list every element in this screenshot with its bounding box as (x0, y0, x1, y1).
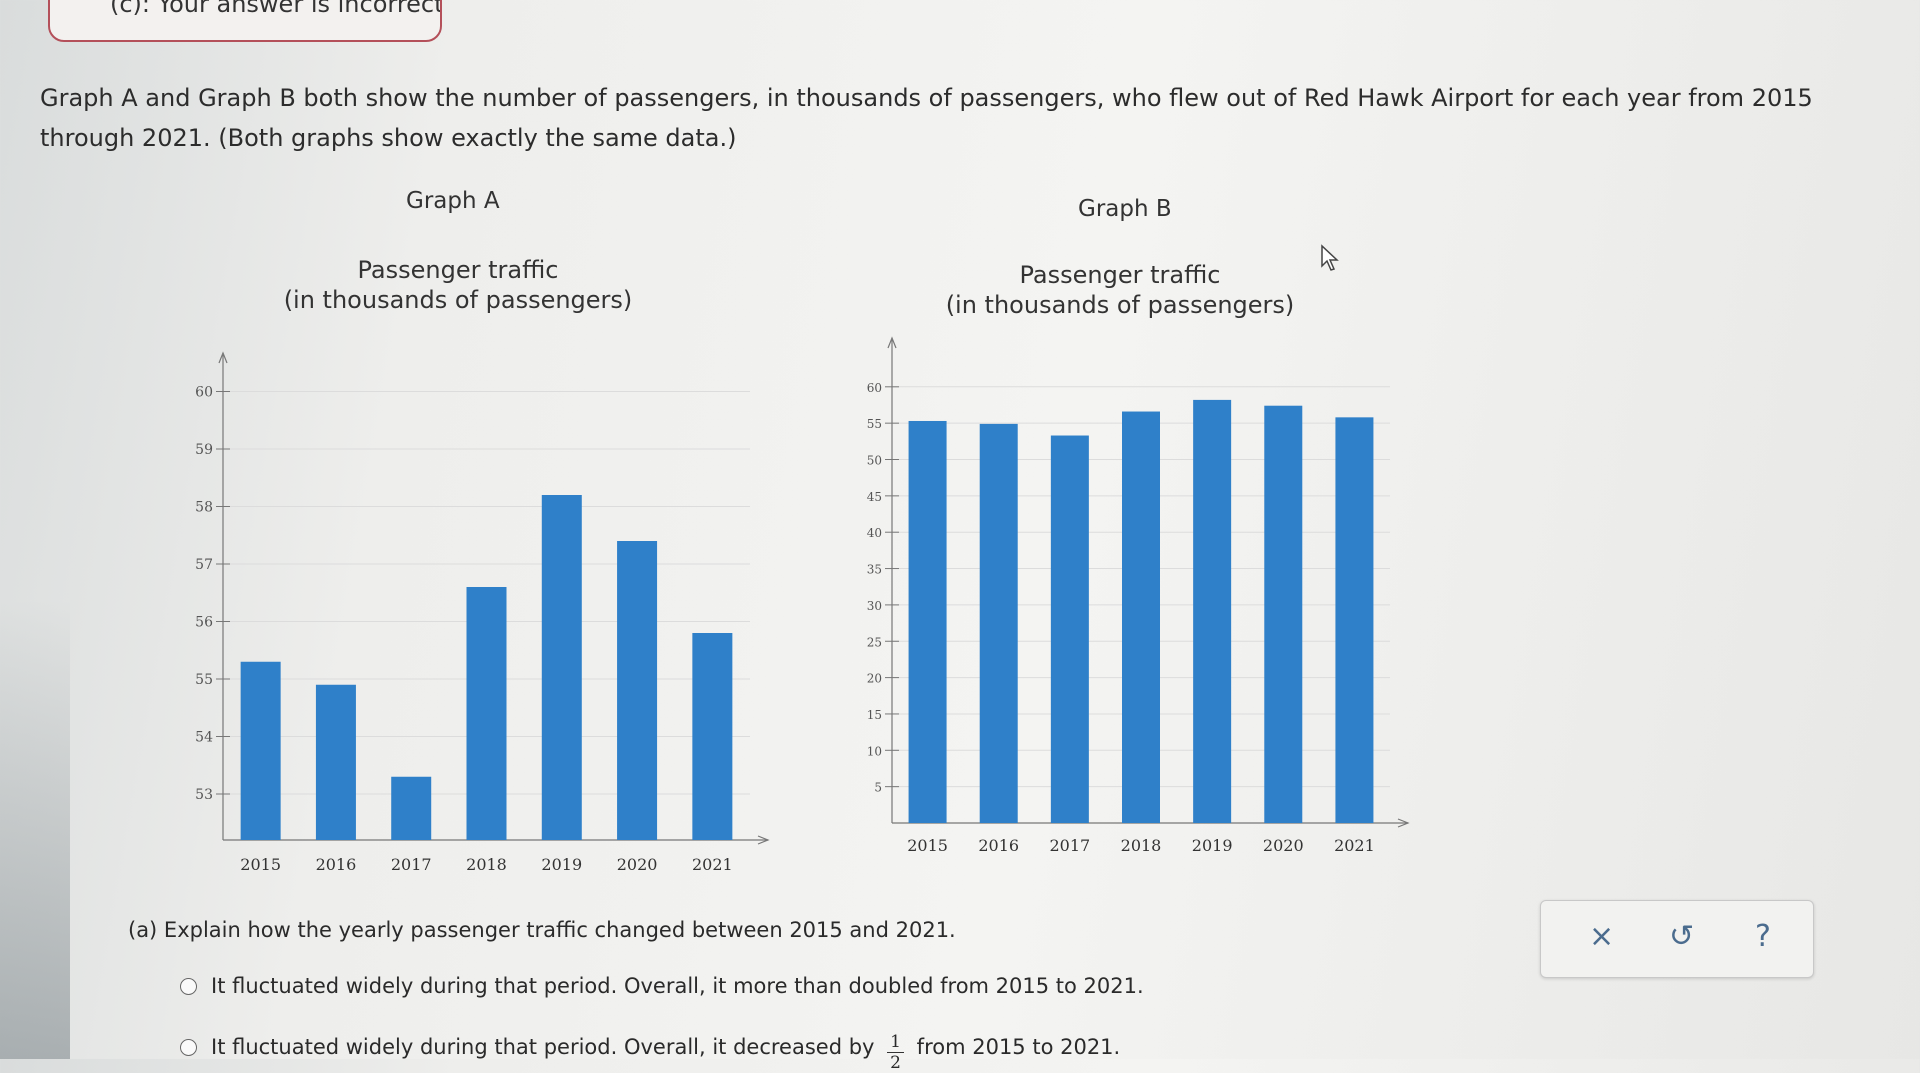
mouse-cursor-icon (1321, 244, 1339, 271)
y-tick-label: 55 (195, 672, 213, 688)
y-tick-label: 54 (195, 730, 213, 746)
x-tick-label: 2019 (1192, 836, 1233, 855)
x-tick-label: 2021 (1334, 836, 1375, 855)
y-tick-label: 40 (867, 526, 882, 540)
bar-2016 (979, 423, 1018, 823)
bar-2019 (541, 495, 582, 840)
option-2-suffix: from 2015 to 2021. (916, 1035, 1121, 1059)
y-axis-arrow (887, 336, 897, 349)
y-tick-label: 56 (195, 615, 213, 631)
y-tick-label: 59 (195, 442, 213, 458)
question-intro: Graph A and Graph B both show the number… (40, 84, 1813, 152)
y-tick-label: 53 (195, 787, 213, 803)
y-tick-label: 45 (867, 490, 882, 504)
bar-2019 (1193, 399, 1232, 823)
graph-a-title: Graph A (406, 188, 500, 214)
bar-2016 (315, 684, 356, 840)
y-tick-label: 35 (867, 563, 882, 577)
bar-2018 (1122, 411, 1160, 823)
x-tick-label: 2020 (617, 855, 658, 874)
y-tick-label: 10 (867, 744, 882, 758)
x-axis-arrow (757, 835, 770, 845)
y-tick-label: 25 (867, 635, 882, 649)
undo-button[interactable]: ↺ (1669, 919, 1695, 954)
x-tick-label: 2018 (466, 855, 507, 874)
bar-2021 (692, 633, 733, 840)
clear-button[interactable]: × (1589, 919, 1615, 954)
fraction-denominator: 2 (890, 1053, 901, 1073)
graph-b-heading-line1: Passenger traffic (1019, 261, 1221, 289)
option-2-prefix: It fluctuated widely during that period.… (211, 1035, 875, 1059)
bar-2018 (466, 587, 507, 840)
bar-2015 (240, 661, 281, 840)
option-1-text: It fluctuated widely during that period.… (211, 974, 1144, 998)
bar-2020 (1264, 405, 1303, 823)
y-tick-label: 60 (195, 385, 213, 401)
y-axis-arrow (218, 351, 228, 364)
x-tick-label: 2017 (391, 855, 432, 874)
y-tick-label: 5 (874, 781, 882, 795)
help-button[interactable]: ? (1755, 919, 1771, 954)
y-tick-label: 57 (195, 557, 213, 573)
part-a-prompt: (a) Explain how the yearly passenger tra… (128, 918, 956, 942)
x-tick-label: 2018 (1121, 836, 1162, 855)
x-tick-label: 2019 (541, 855, 582, 874)
graph-b-heading-line2: (in thousands of passengers) (945, 291, 1295, 319)
fraction-numerator: 1 (887, 1032, 904, 1053)
x-tick-label: 2017 (1049, 836, 1090, 855)
x-tick-label: 2021 (692, 855, 733, 874)
graph-b-chart: 5 10 15 20 25 30 35 40 45 50 55 60 2015 2016 2017 2018 2… (867, 336, 1410, 855)
y-tick-label: 60 (867, 381, 882, 395)
y-tick-label: 20 (867, 672, 882, 686)
y-tick-label: 50 (867, 454, 882, 468)
x-tick-label: 2015 (907, 836, 948, 855)
y-tick-label: 15 (867, 708, 882, 722)
bar-2021 (1335, 417, 1374, 823)
graph-a-heading-line2: (in thousands of passengers) (283, 286, 633, 314)
y-tick-label: 58 (195, 500, 213, 516)
graph-a-chart: 53 54 55 56 57 58 59 60 2015 2016 2017 2018 2019 2020… (195, 351, 770, 874)
x-tick-label: 2015 (240, 855, 281, 874)
graph-b-title: Graph B (1078, 196, 1172, 222)
y-tick-label: 55 (867, 417, 882, 431)
bar-2020 (617, 541, 658, 840)
answer-option-2[interactable]: It fluctuated widely during that period.… (180, 1032, 1120, 1073)
graph-b-heading: Passenger traffic (in thousands of passe… (940, 260, 1300, 320)
bar-2017 (391, 776, 432, 840)
radio-button-option-2[interactable] (180, 1039, 197, 1056)
y-tick-label: 30 (867, 599, 882, 613)
feedback-message: (c): Your answer is incorrect. (48, 0, 442, 42)
x-tick-label: 2016 (316, 855, 357, 874)
answer-option-1[interactable]: It fluctuated widely during that period.… (180, 974, 1144, 998)
answer-tools-panel: × ↺ ? (1540, 900, 1814, 978)
radio-button-option-1[interactable] (180, 978, 197, 995)
background-shadow (0, 600, 70, 1059)
bar-2015 (908, 420, 947, 823)
bar-2017 (1050, 435, 1089, 823)
graph-a-heading: Passenger traffic (in thousands of passe… (268, 255, 648, 315)
x-axis-arrow (1397, 818, 1410, 828)
feedback-text: (c): Your answer is incorrect. (110, 0, 442, 18)
graph-a-heading-line1: Passenger traffic (357, 256, 559, 284)
x-tick-label: 2016 (978, 836, 1019, 855)
x-tick-label: 2020 (1263, 836, 1304, 855)
fraction: 1 2 (887, 1032, 904, 1073)
